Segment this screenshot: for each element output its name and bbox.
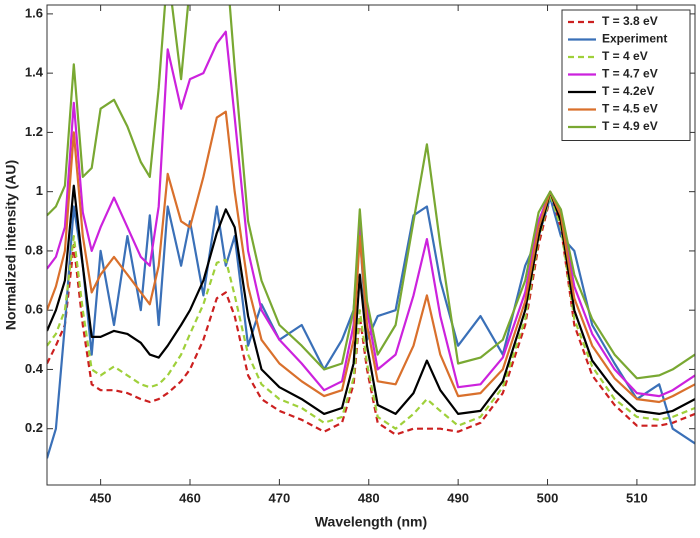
legend-label: T = 4 eV xyxy=(602,49,648,63)
legend-label: T = 3.8 eV xyxy=(602,14,658,28)
series-line xyxy=(47,5,695,380)
plot-lines xyxy=(47,5,695,459)
y-tick-label: 0.2 xyxy=(25,420,43,435)
y-axis-label: Normalized intensity (AU) xyxy=(3,160,19,330)
x-tick-label: 490 xyxy=(447,490,469,505)
x-tick-label: 470 xyxy=(269,490,291,505)
y-tick-label: 1.6 xyxy=(25,5,43,20)
y-tick-label: 1.4 xyxy=(25,65,44,80)
x-tick-label: 450 xyxy=(90,490,112,505)
y-tick-label: 0.6 xyxy=(25,302,43,317)
plot-frame xyxy=(46,4,696,486)
x-tick-label: 480 xyxy=(358,490,380,505)
y-tick-label: 1.2 xyxy=(25,124,43,139)
legend-label: T = 4.5 eV xyxy=(602,102,658,116)
y-tick-label: 1 xyxy=(36,183,43,198)
x-tick-label: 510 xyxy=(626,490,648,505)
legend-label: Experiment xyxy=(602,32,667,46)
x-tick-label: 460 xyxy=(179,490,201,505)
legend-label: T = 4.9 eV xyxy=(602,119,658,133)
y-tick-label: 0.4 xyxy=(25,361,44,376)
y-tick-label: 0.8 xyxy=(25,242,43,257)
x-axis-label: Wavelength (nm) xyxy=(315,514,427,530)
legend-label: T = 4.7 eV xyxy=(602,67,658,81)
legend-label: T = 4.2eV xyxy=(602,84,654,98)
x-tick-label: 500 xyxy=(537,490,559,505)
